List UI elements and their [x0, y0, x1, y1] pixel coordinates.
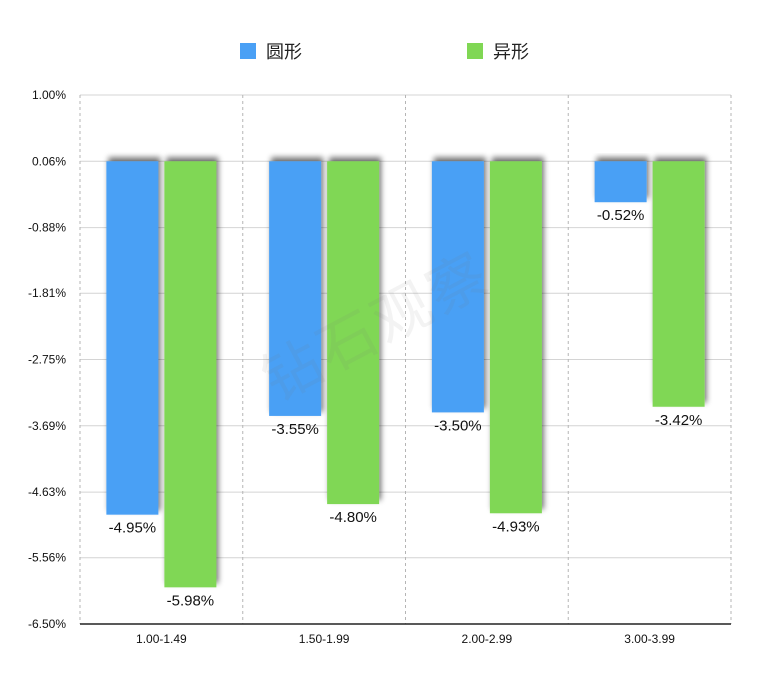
bar-series-1	[431, 161, 484, 413]
bars	[106, 161, 705, 588]
bar-series-2	[164, 161, 217, 588]
y-tick-label: -2.75%	[28, 353, 66, 367]
data-label: -3.50%	[434, 417, 482, 434]
bar-series-2	[652, 161, 705, 407]
data-label: -3.42%	[655, 412, 703, 429]
legend-item-series-1[interactable]: 圆形	[240, 38, 302, 64]
y-tick-label: -0.88%	[28, 221, 66, 235]
data-label: -4.95%	[109, 520, 157, 537]
data-label: -5.98%	[167, 592, 215, 609]
y-tick-label: -1.81%	[28, 286, 66, 300]
legend-swatch-series-2	[467, 43, 483, 59]
bar-series-2	[489, 161, 542, 514]
legend-label-series-1: 圆形	[266, 42, 302, 63]
data-label: -0.52%	[597, 207, 645, 224]
x-tick-label: 1.50-1.99	[299, 632, 350, 646]
axes: 1.00% 0.06% -0.88% -1.81% -2.75% -3.69% -4.63%…	[28, 88, 731, 646]
y-tick-label: 1.00%	[32, 88, 66, 102]
x-tick-label: 1.00-1.49	[136, 632, 187, 646]
legend-label-series-2: 异形	[493, 42, 529, 63]
y-tick-label: -6.50%	[28, 617, 66, 631]
bar-series-1	[269, 161, 322, 416]
data-label: -3.55%	[271, 421, 319, 438]
data-label: -4.80%	[329, 509, 377, 526]
x-tick-label: 3.00-3.99	[624, 632, 675, 646]
legend-item-series-2[interactable]: 异形	[467, 38, 529, 64]
bar-series-1	[106, 161, 159, 515]
data-label: -4.93%	[492, 518, 540, 535]
data-labels: -4.95% -3.55% -3.50% -0.52% -5.98% -4.80% -4.9…	[109, 207, 703, 609]
legend-swatch-series-1	[240, 43, 256, 59]
y-tick-label: -4.63%	[28, 485, 66, 499]
bar-series-2	[327, 161, 380, 505]
bar-series-1	[594, 161, 647, 203]
x-tick-label: 2.00-2.99	[462, 632, 513, 646]
y-tick-label: -5.56%	[28, 551, 66, 565]
y-tick-label: 0.06%	[32, 154, 66, 168]
legend: 圆形 异形	[0, 38, 757, 66]
y-tick-label: -3.69%	[28, 419, 66, 433]
